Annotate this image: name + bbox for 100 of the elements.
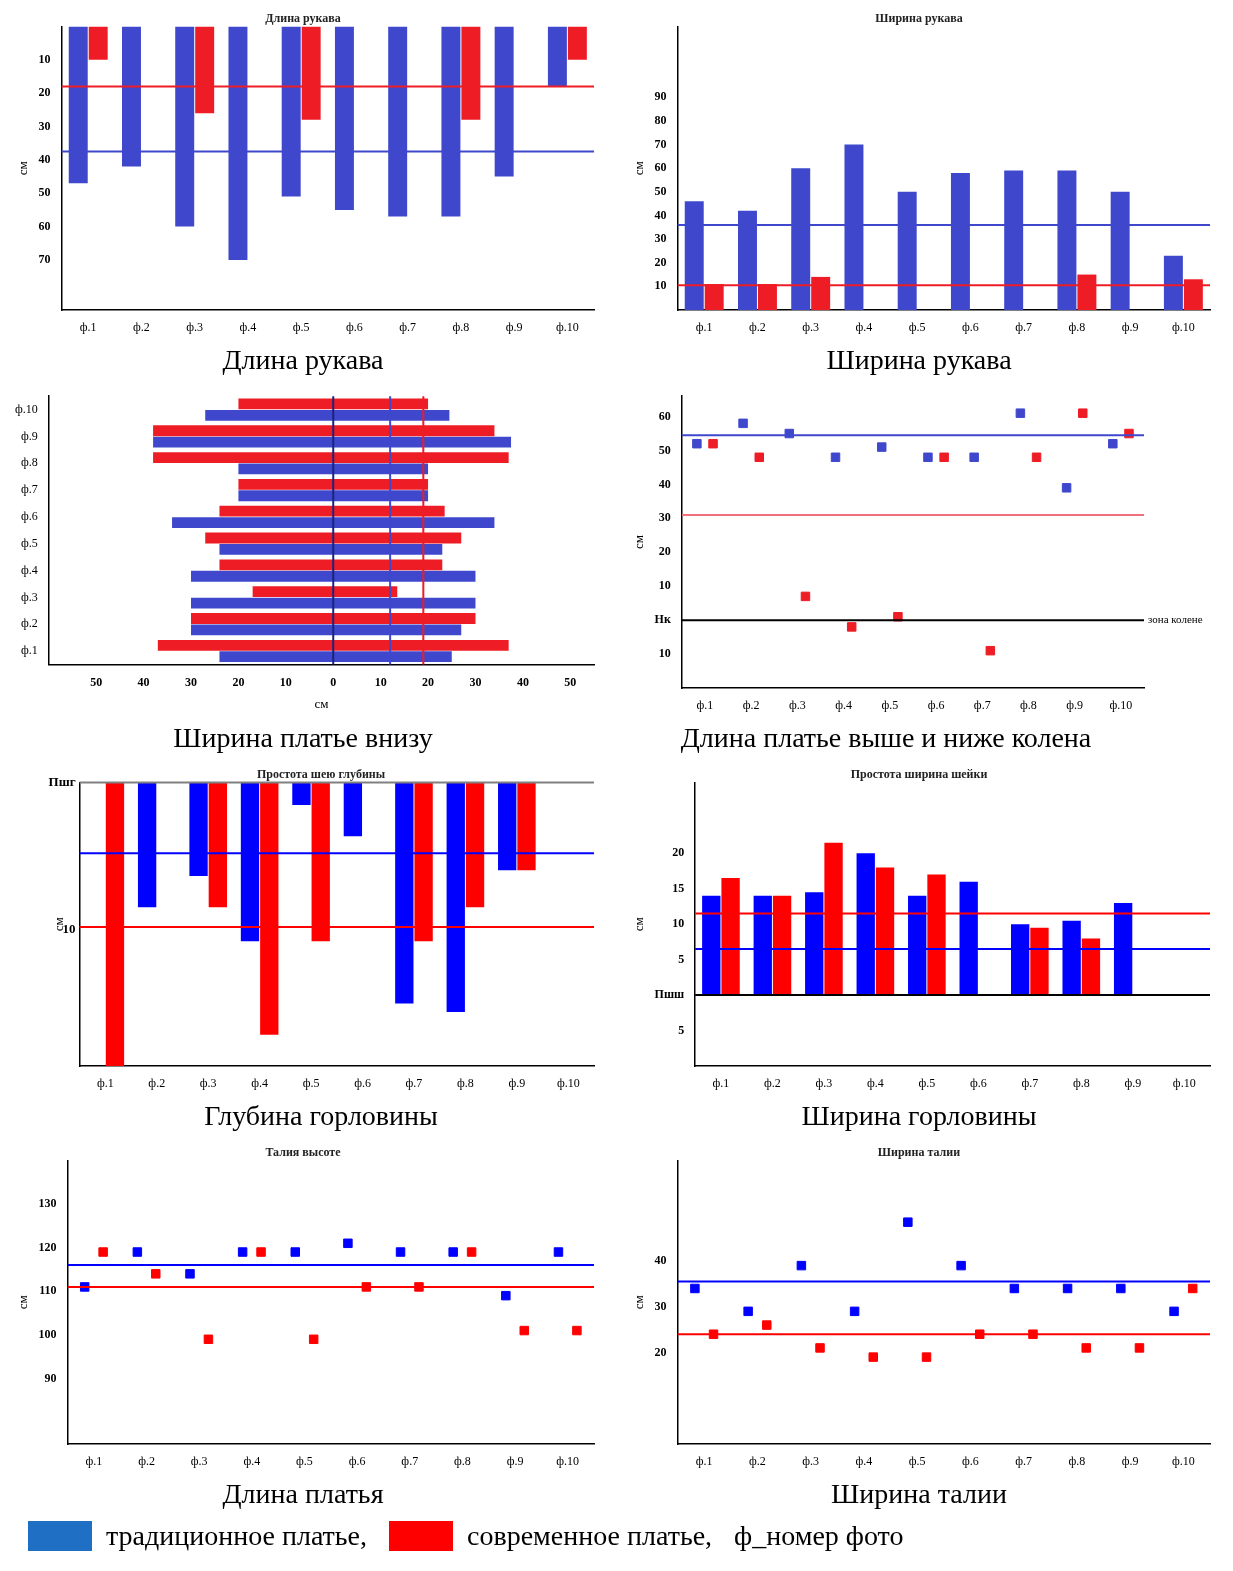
x-tick-label: 10 [279,674,292,689]
y-tick-label: 20 [654,1344,667,1359]
y-tick-label: 10 [658,646,671,661]
x-tick-label: ф.10 [556,1454,580,1469]
y-tick-label: 50 [654,183,667,198]
x-tick-label: ф.5 [296,1454,313,1469]
x-tick-label: ф.5 [908,320,926,335]
bar [1081,938,1101,996]
x-tick-label: ф.4 [866,1076,884,1091]
x-tick-label: ф.7 [399,320,417,335]
y-tick-label: 100 [38,1327,57,1342]
x-tick-label: 40 [137,674,150,689]
text: традиционное платье, [106,1520,368,1552]
text: 10 [62,921,76,937]
y-tick-label: 70 [38,252,51,267]
x-tick-label: ф.10 [1109,698,1133,713]
x-tick-label: 30 [469,674,482,689]
x-tick-label: ф.8 [457,1076,474,1091]
y-tick-label: ф.8 [20,455,38,470]
bar [547,26,567,87]
x-tick-label: 50 [90,674,103,689]
y-tick-label: 10 [654,278,667,293]
y-tick-label: ф.6 [20,509,38,524]
x-tick-label: ф.3 [199,1076,217,1091]
x-tick-label: ф.7 [1015,1454,1033,1469]
x-tick-label: ф.1 [695,320,713,335]
x-tick-label: 30 [185,674,198,689]
y-tick-label: ф.7 [20,482,38,497]
x-tick-label: ф.4 [835,698,852,713]
y-tick-label: 80 [654,113,667,128]
x-tick-label: ф.4 [243,1454,261,1469]
y-tick-label: ф.3 [20,589,38,604]
y-tick-label: Нк [654,612,671,627]
y-tick-label: 10 [672,916,685,931]
ref-line-label: зона колене [1148,613,1203,626]
x-tick-label: ф.3 [186,320,204,335]
x-tick-label: ф.9 [1121,1454,1139,1469]
x-tick-label: ф.7 [1021,1076,1039,1091]
y-tick-label: 20 [672,845,685,860]
y-tick-label: 60 [654,160,667,175]
y-tick-label: ф.9 [20,428,38,443]
x-tick-label: ф.3 [802,1454,820,1469]
text: ф_номер фото [734,1520,904,1552]
y-tick-label: 30 [654,231,667,246]
y-tick-label: ф.2 [20,616,38,631]
y-tick-label: ф.5 [20,535,38,550]
x-tick-label: ф.2 [742,698,760,713]
text: Ширина талии [831,1477,1007,1509]
chart-subtitle: Талия высоте [265,1145,342,1160]
x-tick-label: ф.9 [1066,698,1084,713]
chart-subtitle: Ширина рукава [875,11,963,26]
bar [1163,255,1183,310]
y-tick-label: 60 [658,408,671,423]
y-tick-label: 130 [38,1196,57,1211]
x-tick-label: ф.6 [927,698,945,713]
x-tick-label: 50 [564,674,577,689]
y-tick-label: 90 [654,89,667,104]
y-tick-label: 90 [44,1370,57,1385]
chart-subtitle: Ширина талии [877,1145,961,1160]
x-tick-label: ф.7 [405,1076,423,1091]
y-tick-label: 5 [678,1022,685,1037]
x-tick-label: ф.2 [138,1454,155,1469]
y-tick-label: 30 [654,1298,667,1313]
x-tick-label: ф.2 [749,1454,766,1469]
x-axis-title: см [314,696,329,712]
x-tick-label: ф.2 [764,1076,781,1091]
x-tick-label: ф.2 [148,1076,166,1091]
y-tick-label: 110 [39,1283,57,1298]
y-tick-label: 30 [38,118,51,133]
x-tick-label: ф.8 [1068,320,1086,335]
y-tick-label: ф.10 [14,401,38,416]
x-tick-label: ф.3 [190,1454,208,1469]
y-tick-label: 70 [654,136,667,151]
y-tick-label: 15 [672,880,685,895]
text: Глубина горловины [204,1099,439,1131]
text: Пшг [48,773,76,789]
x-tick-label: 20 [232,674,245,689]
y-tick-label: 20 [38,85,51,100]
x-tick-label: ф.5 [881,698,899,713]
x-tick-label: ф.8 [454,1454,471,1469]
x-tick-label: ф.8 [1068,1454,1086,1469]
y-tick-label: 10 [38,51,51,66]
text: Ширина платье внизу [173,721,433,753]
x-tick-label: 0 [330,674,337,689]
y-tick-label: 20 [654,254,667,269]
y-tick-label: Пшш [654,987,685,1002]
x-tick-label: ф.2 [749,320,766,335]
y-tick-label: 10 [658,578,671,593]
y-axis-title: см [15,161,31,176]
x-tick-label: ф.5 [908,1454,926,1469]
y-axis-title: см [631,161,647,176]
x-tick-label: ф.8 [452,320,470,335]
y-tick-label: 120 [38,1239,57,1254]
text: Ширина горловины [801,1099,1037,1131]
x-tick-label: ф.5 [918,1076,936,1091]
x-tick-label: ф.7 [973,698,991,713]
x-tick-label: 20 [422,674,435,689]
x-tick-label: ф.8 [1072,1076,1090,1091]
bar [567,26,587,60]
text: современное платье, [467,1520,713,1552]
